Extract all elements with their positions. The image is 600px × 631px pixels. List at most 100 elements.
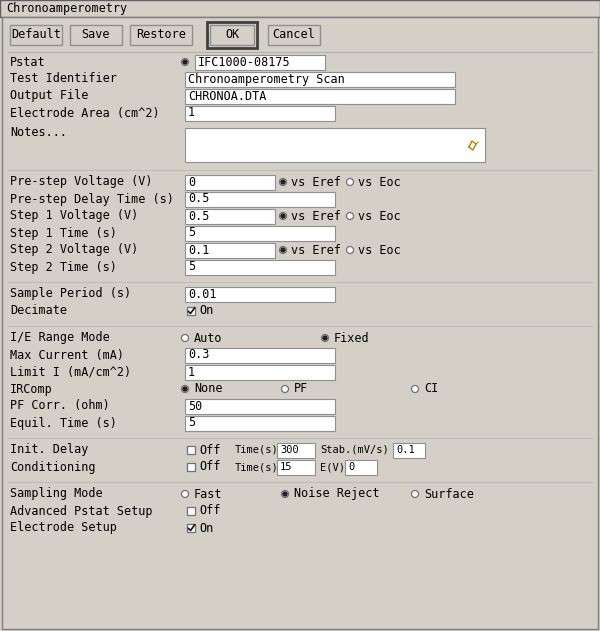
FancyBboxPatch shape [185, 242, 275, 257]
Circle shape [281, 386, 289, 392]
Text: Advanced Pstat Setup: Advanced Pstat Setup [10, 505, 152, 517]
FancyBboxPatch shape [185, 208, 275, 223]
Text: Electrode Area (cm^2): Electrode Area (cm^2) [10, 107, 160, 119]
FancyBboxPatch shape [187, 307, 195, 315]
Circle shape [412, 386, 419, 392]
Text: PF Corr. (ohm): PF Corr. (ohm) [10, 399, 110, 413]
Text: Stab.(mV/s): Stab.(mV/s) [320, 445, 389, 455]
FancyBboxPatch shape [0, 0, 600, 17]
FancyBboxPatch shape [185, 105, 335, 121]
Text: Fast: Fast [194, 488, 223, 500]
Text: Off: Off [199, 461, 220, 473]
FancyBboxPatch shape [185, 88, 455, 103]
Circle shape [322, 334, 329, 341]
FancyBboxPatch shape [277, 459, 315, 475]
Text: Chronoamperometry: Chronoamperometry [6, 2, 127, 15]
Text: Conditioning: Conditioning [10, 461, 95, 473]
FancyBboxPatch shape [130, 25, 192, 45]
Circle shape [347, 213, 353, 220]
Text: IFC1000-08175: IFC1000-08175 [198, 56, 290, 69]
Circle shape [183, 60, 187, 64]
FancyBboxPatch shape [187, 524, 195, 532]
Text: 1: 1 [188, 365, 195, 379]
Circle shape [281, 490, 289, 497]
Circle shape [412, 490, 419, 497]
FancyBboxPatch shape [268, 25, 320, 45]
Text: vs Eoc: vs Eoc [358, 209, 401, 223]
Text: vs Eoc: vs Eoc [358, 175, 401, 189]
Text: 0: 0 [188, 175, 195, 189]
Text: Notes...: Notes... [10, 126, 67, 139]
Text: Electrode Setup: Electrode Setup [10, 521, 117, 534]
FancyBboxPatch shape [393, 442, 425, 457]
Circle shape [347, 179, 353, 186]
Text: Fixed: Fixed [334, 331, 370, 345]
Text: 0.1: 0.1 [396, 445, 415, 455]
FancyBboxPatch shape [185, 191, 335, 206]
Text: None: None [194, 382, 223, 396]
Circle shape [283, 492, 287, 496]
Text: I/E Range Mode: I/E Range Mode [10, 331, 110, 345]
Circle shape [281, 214, 285, 218]
Circle shape [182, 59, 188, 66]
Text: Init. Delay: Init. Delay [10, 444, 88, 456]
FancyBboxPatch shape [187, 463, 195, 471]
Circle shape [281, 180, 285, 184]
Text: Step 1 Time (s): Step 1 Time (s) [10, 227, 117, 240]
Text: Noise Reject: Noise Reject [294, 488, 380, 500]
FancyBboxPatch shape [185, 225, 335, 240]
FancyBboxPatch shape [185, 128, 485, 162]
Text: Off: Off [199, 505, 220, 517]
Circle shape [280, 179, 287, 186]
Text: Equil. Time (s): Equil. Time (s) [10, 416, 117, 430]
Text: 0.3: 0.3 [188, 348, 209, 362]
Circle shape [183, 387, 187, 391]
FancyBboxPatch shape [195, 54, 325, 69]
FancyBboxPatch shape [70, 25, 122, 45]
FancyBboxPatch shape [185, 415, 335, 430]
Text: Sampling Mode: Sampling Mode [10, 488, 103, 500]
Text: Save: Save [82, 28, 110, 42]
Text: OK: OK [225, 28, 239, 42]
Text: CHRONOA.DTA: CHRONOA.DTA [188, 90, 266, 102]
Circle shape [182, 334, 188, 341]
Text: 0.5: 0.5 [188, 209, 209, 223]
Text: 0.1: 0.1 [188, 244, 209, 256]
Text: Max Current (mA): Max Current (mA) [10, 348, 124, 362]
Text: E(V): E(V) [320, 462, 345, 472]
Text: Default: Default [11, 28, 61, 42]
FancyBboxPatch shape [185, 399, 335, 413]
Text: Sample Period (s): Sample Period (s) [10, 288, 131, 300]
Text: Cancel: Cancel [272, 28, 316, 42]
Text: CI: CI [424, 382, 438, 396]
Circle shape [347, 247, 353, 254]
FancyBboxPatch shape [187, 507, 195, 515]
Text: vs Eoc: vs Eoc [358, 244, 401, 256]
FancyBboxPatch shape [210, 25, 254, 45]
Text: Pre-step Voltage (V): Pre-step Voltage (V) [10, 175, 152, 189]
Text: Step 2 Time (s): Step 2 Time (s) [10, 261, 117, 273]
Circle shape [281, 248, 285, 252]
FancyBboxPatch shape [185, 286, 335, 302]
Text: Decimate: Decimate [10, 305, 67, 317]
FancyBboxPatch shape [187, 446, 195, 454]
Circle shape [280, 247, 287, 254]
Text: Step 1 Voltage (V): Step 1 Voltage (V) [10, 209, 138, 223]
Text: IRComp: IRComp [10, 382, 53, 396]
Text: 300: 300 [280, 445, 299, 455]
Text: 1: 1 [188, 107, 195, 119]
Text: vs Eref: vs Eref [291, 175, 341, 189]
Text: Pstat: Pstat [10, 56, 46, 69]
FancyBboxPatch shape [185, 71, 455, 86]
Text: 15: 15 [280, 462, 293, 472]
Text: vs Eref: vs Eref [291, 244, 341, 256]
Circle shape [182, 490, 188, 497]
Text: Pre-step Delay Time (s): Pre-step Delay Time (s) [10, 192, 174, 206]
Text: Auto: Auto [194, 331, 223, 345]
Text: vs Eref: vs Eref [291, 209, 341, 223]
FancyBboxPatch shape [10, 25, 62, 45]
Text: PF: PF [294, 382, 308, 396]
Text: Test Identifier: Test Identifier [10, 73, 117, 85]
Circle shape [182, 386, 188, 392]
Text: Off: Off [199, 444, 220, 456]
